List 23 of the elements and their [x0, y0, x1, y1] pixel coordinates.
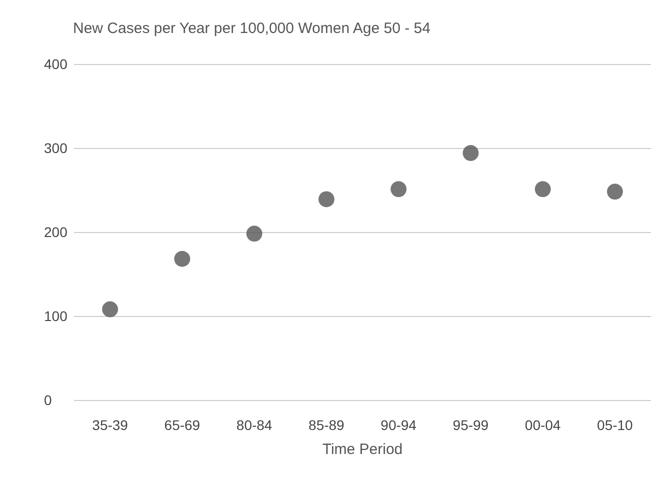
point [606, 184, 623, 200]
point [102, 301, 118, 318]
x-tick-label: 65-69 [164, 417, 200, 433]
point [534, 181, 551, 198]
x-tick-label: 00-04 [524, 417, 561, 433]
chart-title: New Cases per Year per 100,000 Women Age 50 - 54 [73, 20, 430, 37]
x-tick-label: 85-89 [308, 417, 345, 433]
y-tick-label: 400 [44, 56, 68, 72]
point [174, 250, 190, 267]
x-tick-label: 90-94 [380, 417, 417, 433]
x-axis-title: Time Period [322, 441, 403, 458]
y-tick-label: 0 [44, 392, 52, 408]
x-tick-label: 95-99 [452, 417, 489, 433]
x-tick-label: 35-39 [92, 417, 128, 433]
y-tick-label: 100 [44, 308, 68, 324]
point [246, 226, 262, 242]
x-tick-label: 80-84 [236, 417, 272, 433]
point [462, 145, 479, 162]
point [318, 191, 334, 208]
y-tick-label: 200 [44, 224, 68, 240]
x-tick-label: 05-10 [597, 417, 634, 433]
y-tick-label: 300 [44, 140, 68, 156]
point [390, 181, 407, 198]
